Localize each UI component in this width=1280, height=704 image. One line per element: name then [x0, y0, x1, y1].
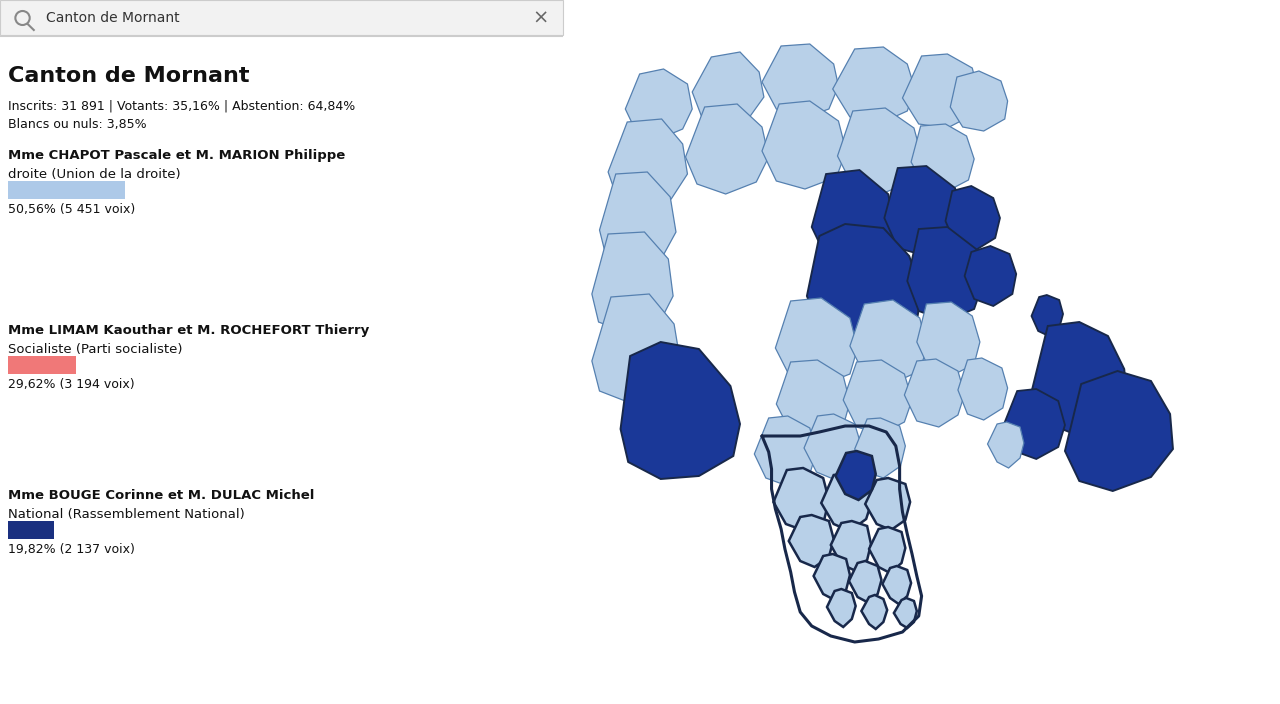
Polygon shape: [1065, 371, 1172, 491]
Polygon shape: [762, 101, 846, 189]
Text: Mme CHAPOT Pascale et M. MARION Philippe: Mme CHAPOT Pascale et M. MARION Philippe: [8, 149, 346, 162]
Polygon shape: [893, 598, 916, 628]
Polygon shape: [692, 52, 764, 127]
Polygon shape: [599, 172, 676, 270]
Polygon shape: [861, 595, 887, 629]
Polygon shape: [608, 119, 687, 206]
Polygon shape: [957, 358, 1007, 420]
Polygon shape: [788, 515, 833, 567]
Polygon shape: [626, 69, 692, 139]
Polygon shape: [836, 451, 876, 500]
Text: Blancs ou nuls: 3,85%: Blancs ou nuls: 3,85%: [8, 118, 147, 131]
Polygon shape: [916, 302, 980, 376]
Polygon shape: [777, 360, 850, 439]
Polygon shape: [946, 186, 1000, 251]
Polygon shape: [621, 342, 740, 479]
Polygon shape: [865, 478, 910, 530]
Polygon shape: [686, 104, 769, 194]
Text: National (Rassemblement National): National (Rassemblement National): [8, 508, 244, 521]
Text: droite (Union de la droite): droite (Union de la droite): [8, 168, 180, 181]
Polygon shape: [911, 124, 974, 192]
Polygon shape: [833, 47, 915, 124]
Polygon shape: [908, 227, 984, 321]
Bar: [8, 181, 124, 199]
Polygon shape: [905, 359, 965, 427]
Polygon shape: [591, 232, 673, 334]
Polygon shape: [762, 44, 838, 119]
Polygon shape: [882, 566, 911, 604]
Polygon shape: [849, 561, 882, 602]
Polygon shape: [776, 298, 858, 386]
Polygon shape: [827, 589, 855, 627]
Text: Socialiste (Parti socialiste): Socialiste (Parti socialiste): [8, 343, 183, 356]
Polygon shape: [812, 170, 895, 267]
Text: Inscrits: 31 891 | Votants: 35,16% | Abstention: 64,84%: Inscrits: 31 891 | Votants: 35,16% | Abs…: [8, 100, 356, 113]
Polygon shape: [965, 246, 1016, 306]
Bar: [8, 356, 77, 374]
Text: Canton de Mornant: Canton de Mornant: [8, 66, 250, 86]
Polygon shape: [988, 422, 1024, 468]
Text: 19,82% (2 137 voix): 19,82% (2 137 voix): [8, 543, 136, 556]
Polygon shape: [754, 416, 817, 486]
Polygon shape: [837, 108, 922, 194]
Text: 29,62% (3 194 voix): 29,62% (3 194 voix): [8, 378, 134, 391]
Polygon shape: [1002, 389, 1065, 459]
Polygon shape: [884, 166, 963, 256]
Bar: [8, 521, 54, 539]
Polygon shape: [902, 54, 979, 128]
Bar: [0, 0, 563, 35]
Text: Mme LIMAM Kaouthar et M. ROCHEFORT Thierry: Mme LIMAM Kaouthar et M. ROCHEFORT Thier…: [8, 324, 370, 337]
Polygon shape: [591, 294, 681, 404]
Text: Mme BOUGE Corinne et M. DULAC Michel: Mme BOUGE Corinne et M. DULAC Michel: [8, 489, 315, 502]
Text: Canton de Mornant: Canton de Mornant: [46, 11, 179, 25]
Polygon shape: [850, 300, 927, 384]
Text: ×: ×: [532, 8, 549, 27]
Polygon shape: [950, 71, 1007, 131]
Polygon shape: [831, 521, 870, 570]
Polygon shape: [773, 468, 829, 531]
Polygon shape: [814, 554, 850, 600]
Text: 50,56% (5 451 voix): 50,56% (5 451 voix): [8, 203, 136, 216]
Polygon shape: [822, 473, 872, 531]
Polygon shape: [1032, 295, 1064, 336]
Polygon shape: [844, 360, 913, 434]
Polygon shape: [855, 418, 905, 478]
Polygon shape: [806, 224, 922, 344]
Polygon shape: [804, 414, 861, 480]
Polygon shape: [1032, 322, 1128, 434]
Polygon shape: [869, 527, 905, 573]
